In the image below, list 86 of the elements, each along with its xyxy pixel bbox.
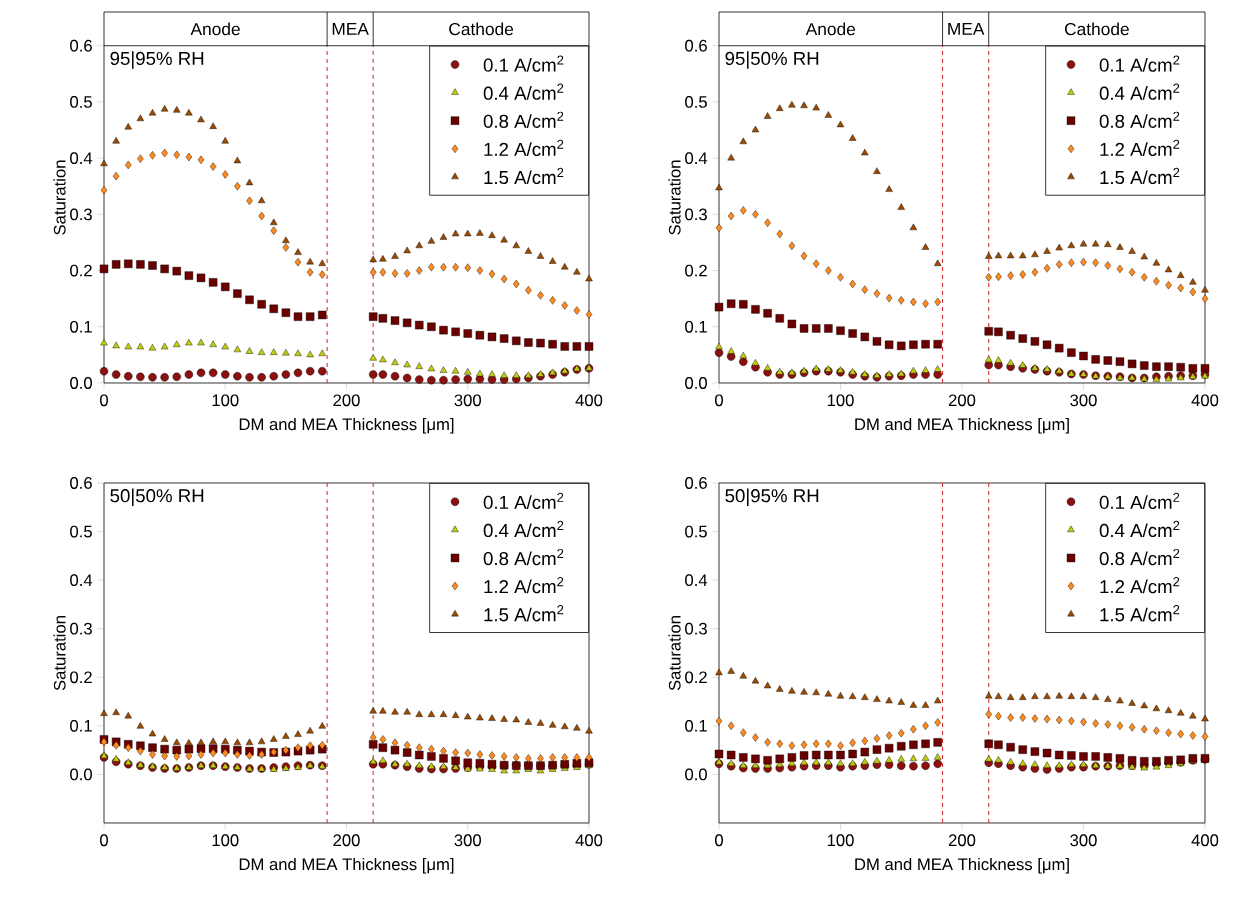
y-tick-label: 0.0 (685, 377, 707, 389)
legend-label: 0.8 A/cm$^{2}$ (483, 111, 564, 128)
legend-label: 1.2 A/cm$^{2}$ (484, 139, 564, 157)
legend-label: 1.5 A/cm$^{2}$ (1100, 605, 1180, 622)
x-tick-label: 300 (454, 834, 481, 847)
y-tick-label: 0.4 (685, 152, 708, 165)
y-axis-title: Saturation (668, 616, 681, 691)
text: 95|95% RH (110, 51, 204, 69)
x-tick-label: 300 (1070, 834, 1097, 847)
y-axis-title: Saturation (53, 160, 66, 235)
y-tick-label: 0.1 (685, 320, 707, 333)
legend-label: 1.2 A/cm$^{2}$ (1100, 577, 1180, 594)
x-tick-label: 0 (715, 834, 723, 847)
chart-title: 50|50% RH (110, 488, 204, 507)
y-tick-label: 0.2 (70, 264, 92, 277)
x-tick-label: 0 (100, 394, 108, 407)
legend-label: 0.4 A/cm$^{2}$ (1099, 520, 1180, 538)
y-axis-title: Saturation (53, 616, 66, 691)
x-tick-label: 200 (948, 394, 976, 407)
annotation: Cathode (449, 22, 514, 36)
y-tick-label: 0.6 (70, 477, 92, 489)
legend-label: 0.4 A/cm$^{2}$ (1099, 83, 1180, 100)
legend-label: 0.1 A/cm$^{2}$ (483, 492, 564, 510)
x-tick-label: 100 (212, 394, 239, 407)
y-axis-title: Saturation (668, 160, 681, 235)
annotation: MEA (948, 22, 985, 35)
legend-label: 0.8 A/cm$^{2}$ (1099, 111, 1180, 128)
x-tick-label: 400 (1191, 834, 1219, 847)
y-tick-label: 0.1 (70, 719, 92, 732)
x-tick-label: 100 (827, 394, 854, 407)
y-tick-label: 0.5 (685, 96, 707, 108)
y-tick-label: 0.1 (70, 320, 92, 333)
legend-label: 1.2 A/cm$^{2}$ (484, 577, 564, 594)
x-tick-label: 200 (333, 834, 360, 847)
x-axis-title: DM and MEA Thickness [μm] (855, 417, 1069, 434)
y-tick-label: 0.6 (685, 39, 707, 52)
y-tick-label: 0.3 (685, 622, 707, 635)
y-tick-label: 0.2 (685, 671, 707, 684)
text: 95|50% RH (725, 51, 819, 69)
x-tick-label: 100 (212, 834, 239, 847)
y-tick-label: 0.2 (685, 264, 707, 277)
annotation: Cathode (1064, 22, 1129, 36)
y-tick-label: 0.0 (685, 768, 707, 781)
legend-label: 1.5 A/cm$^{2}$ (484, 605, 564, 622)
x-axis-title: DM and MEA Thickness [μm] (239, 857, 454, 874)
legend-label: 0.1 A/cm$^{2}$ (483, 55, 564, 72)
y-tick-label: 0.3 (70, 208, 92, 221)
x-tick-label: 400 (1191, 394, 1219, 407)
y-tick-label: 0.0 (70, 768, 92, 781)
legend-label: 0.1 A/cm$^{2}$ (1099, 492, 1180, 510)
y-tick-label: 0.3 (685, 208, 707, 221)
y-tick-label: 0.4 (685, 574, 708, 587)
x-tick-label: 0 (100, 834, 108, 847)
x-tick-label: 0 (715, 394, 723, 407)
x-tick-label: 300 (1070, 394, 1097, 407)
x-tick-label: 100 (827, 834, 854, 847)
legend-label: 1.5 A/cm$^{2}$ (484, 167, 564, 185)
y-tick-label: 0.4 (70, 574, 93, 587)
y-tick-label: 0.5 (70, 96, 92, 108)
y-tick-label: 0.2 (70, 671, 92, 684)
y-tick-label: 0.4 (70, 152, 93, 165)
x-tick-label: 400 (575, 834, 603, 847)
annotation: MEA (332, 22, 369, 35)
y-tick-label: 0.1 (685, 719, 707, 732)
x-axis-title: DM and MEA Thickness [μm] (855, 857, 1069, 874)
legend-label: 0.4 A/cm$^{2}$ (483, 83, 564, 100)
annotation: Anode (805, 22, 856, 36)
x-tick-label: 200 (948, 834, 976, 847)
annotation: Anode (190, 22, 240, 36)
y-tick-label: 0.6 (70, 39, 92, 52)
y-tick-label: 0.5 (685, 525, 707, 538)
y-tick-label: 0.0 (70, 377, 92, 389)
legend-label: 1.2 A/cm$^{2}$ (1100, 139, 1180, 157)
chart-title: 50|95% RH (725, 488, 819, 507)
legend-label: 0.8 A/cm$^{2}$ (1099, 548, 1180, 566)
x-axis-title: DM and MEA Thickness [μm] (239, 417, 454, 434)
x-tick-label: 400 (575, 394, 603, 407)
y-tick-label: 0.5 (70, 525, 92, 538)
y-tick-label: 0.3 (70, 622, 92, 635)
x-tick-label: 200 (333, 394, 360, 407)
y-tick-label: 0.6 (685, 477, 707, 489)
legend-label: 0.8 A/cm$^{2}$ (483, 548, 564, 566)
legend-label: 0.4 A/cm$^{2}$ (483, 520, 564, 538)
legend-label: 1.5 A/cm$^{2}$ (1100, 167, 1180, 185)
legend-label: 0.1 A/cm$^{2}$ (1099, 55, 1180, 72)
x-tick-label: 300 (454, 394, 481, 407)
